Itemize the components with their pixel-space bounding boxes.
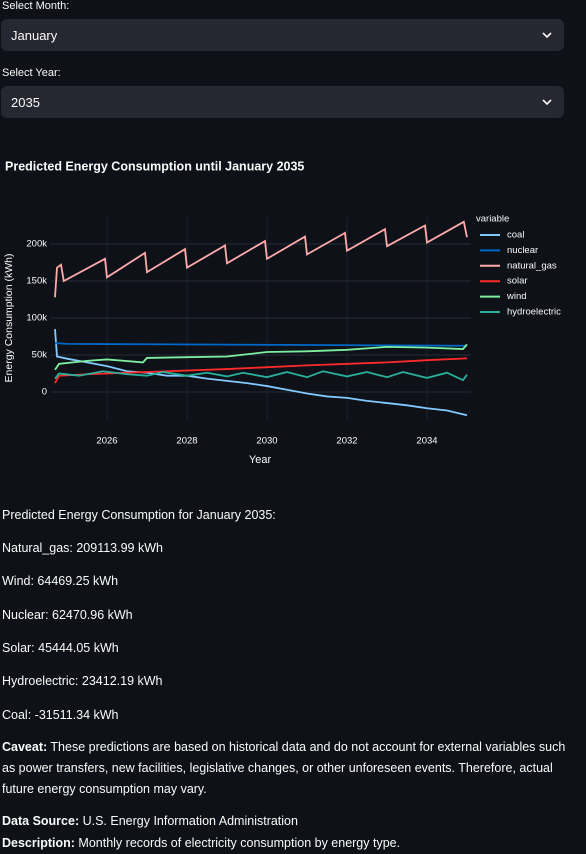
- series-line: [54, 329, 468, 417]
- select-value: January: [11, 28, 58, 43]
- caveat: Caveat: These predictions are based on h…: [2, 737, 577, 800]
- series-line: [54, 357, 468, 384]
- source-text: U.S. Energy Information Administration: [79, 814, 298, 828]
- data-source: Data Source: U.S. Energy Information Adm…: [2, 811, 577, 832]
- result-line: Wind: 64469.25 kWh: [2, 574, 119, 589]
- source-label: Data Source:: [2, 814, 80, 828]
- description-label: Description:: [2, 836, 75, 850]
- y-tick-label: 200k: [26, 239, 47, 250]
- result-line: Coal: -31511.34 kWh: [2, 707, 119, 722]
- label: Select Year:: [2, 67, 61, 79]
- y-tick-label: 50k: [32, 350, 48, 361]
- description: Description: Monthly records of electric…: [2, 833, 577, 854]
- legend-label: coal: [507, 230, 524, 241]
- month-select[interactable]: January: [1, 19, 564, 51]
- legend-title: variable: [476, 214, 509, 225]
- y-tick-label: 0: [42, 386, 47, 397]
- y-tick-label: 100k: [26, 313, 47, 324]
- legend-label: nuclear: [507, 245, 538, 256]
- chart: Predicted Energy Consumption until Janua…: [3, 159, 561, 466]
- series-line: [54, 343, 468, 371]
- legend-label: solar: [507, 276, 528, 287]
- x-tick-label: 2026: [96, 436, 117, 447]
- y-axis-label: Energy Consumption (kWh): [3, 254, 15, 383]
- caveat-text: These predictions are based on historica…: [2, 740, 566, 796]
- year-select[interactable]: 2035: [1, 86, 564, 118]
- label: Select Month:: [2, 0, 70, 12]
- y-tick-label: 150k: [26, 276, 47, 287]
- chart-title: Predicted Energy Consumption until Janua…: [5, 159, 304, 173]
- legend-label: wind: [506, 291, 527, 302]
- series-line: [54, 370, 468, 382]
- x-tick-label: 2028: [176, 436, 197, 447]
- caveat-label: Caveat:: [2, 740, 48, 754]
- result-line: Nuclear: 62470.96 kWh: [2, 607, 133, 622]
- result-line: Hydroelectric: 23412.19 kWh: [2, 674, 163, 689]
- legend-label: hydroelectric: [507, 307, 561, 318]
- result-line: Natural_gas: 209113.99 kWh: [2, 541, 163, 555]
- series-line: [54, 220, 468, 298]
- series-line: [54, 342, 468, 347]
- chevron: [542, 32, 552, 39]
- x-axis-label: Year: [249, 454, 272, 466]
- description-text: Monthly records of electricity consumpti…: [74, 836, 401, 850]
- x-tick-label: 2032: [336, 436, 357, 447]
- result-line: Solar: 45444.05 kWh: [2, 640, 119, 655]
- results-heading: Predicted Energy Consumption for January…: [2, 508, 276, 522]
- chevron: [542, 99, 552, 106]
- select-value: 2035: [11, 95, 40, 110]
- legend-label: natural_gas: [507, 260, 557, 271]
- x-tick-label: 2030: [256, 436, 277, 447]
- x-tick-label: 2034: [416, 436, 437, 447]
